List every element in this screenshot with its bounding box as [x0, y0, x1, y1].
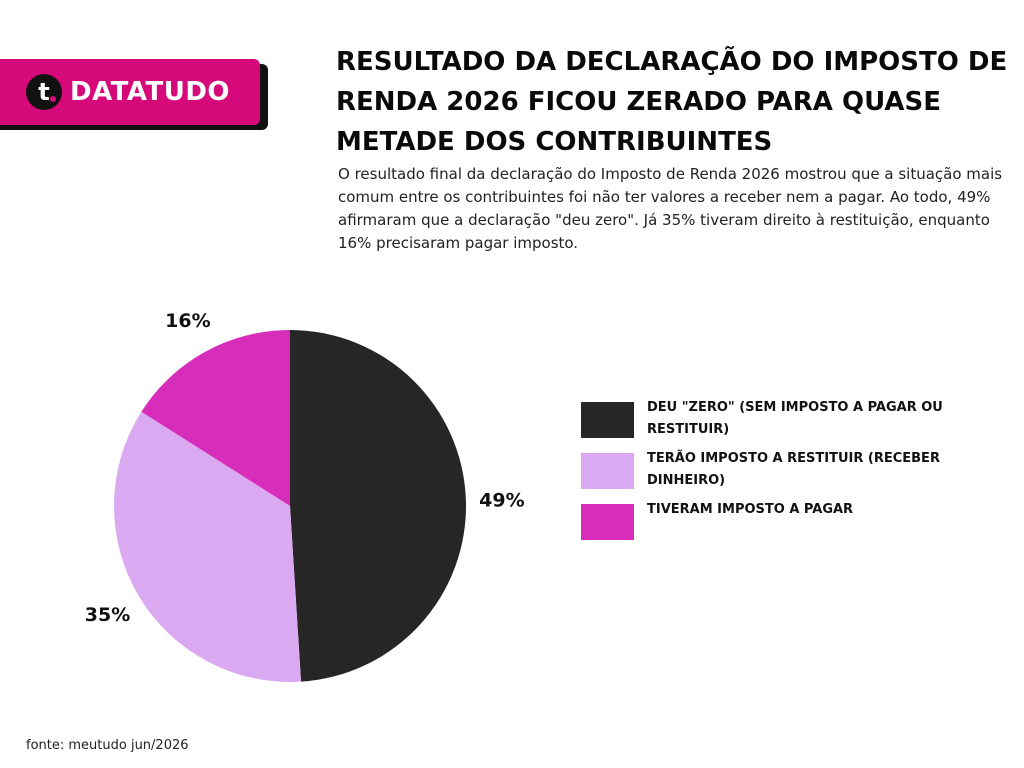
legend-label: TIVERAM IMPOSTO A PAGAR [647, 502, 854, 517]
legend-item: DEU "ZERO" (SEM IMPOSTO A PAGAR OU RESTI… [581, 397, 981, 438]
chart-legend: DEU "ZERO" (SEM IMPOSTO A PAGAR OU RESTI… [581, 397, 981, 550]
legend-item: TERÃO IMPOSTO A RESTITUIR (RECEBER DINHE… [581, 448, 981, 489]
legend-item: TIVERAM IMPOSTO A PAGAR [581, 499, 981, 540]
legend-swatch-restituir [581, 453, 634, 489]
chart-title: RESULTADO DA DECLARAÇÃO DO IMPOSTO DE RE… [336, 47, 1008, 157]
brand-logo-icon: t [26, 74, 62, 110]
pie-slice-label: 35% [85, 604, 130, 626]
pie-slice [290, 330, 467, 682]
pie-slice-label: 49% [479, 489, 524, 511]
legend-swatch-zero [581, 402, 634, 438]
pie-chart: 49% 35% 16% [85, 310, 525, 682]
pie-slice [141, 330, 290, 506]
brand-badge: t DATATUDO [0, 59, 260, 125]
pie-slice-label: 16% [165, 310, 210, 332]
pie-slice [113, 411, 302, 682]
source-note: fonte: meutudo jun/2026 [26, 738, 189, 753]
brand-name: DATATUDO [70, 77, 231, 107]
legend-label: TERÃO IMPOSTO A RESTITUIR (RECEBER DINHE… [647, 451, 940, 488]
chart-subtitle: O resultado final da declaração do Impos… [338, 165, 1003, 252]
legend-swatch-pagar [581, 504, 634, 540]
legend-label: DEU "ZERO" (SEM IMPOSTO A PAGAR OU RESTI… [647, 400, 943, 437]
